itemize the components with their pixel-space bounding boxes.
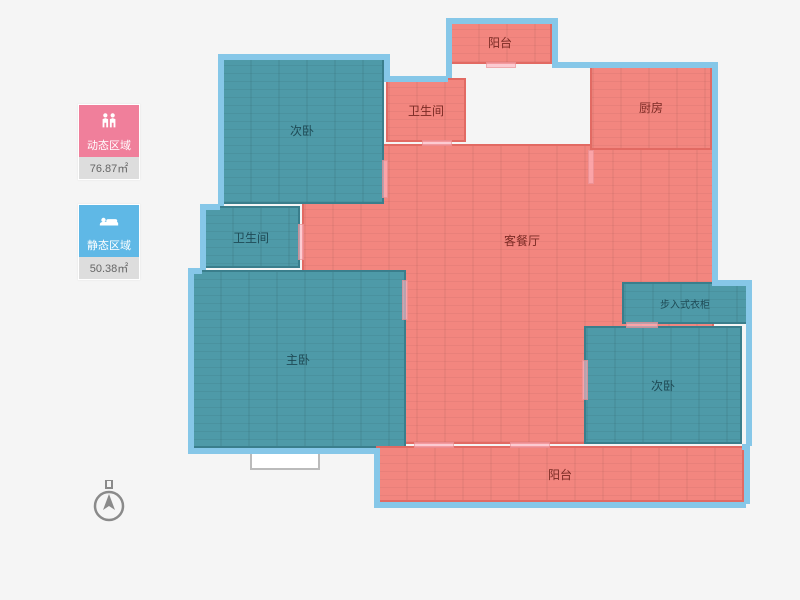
room-master: 主卧 — [190, 270, 406, 448]
room-bath_left: 卫生间 — [202, 206, 300, 268]
room-balcony_top: 阳台 — [448, 20, 552, 64]
door-6 — [626, 322, 658, 328]
room-label-bath_top: 卫生间 — [408, 102, 444, 119]
room-bedroom2_tl: 次卧 — [220, 56, 384, 204]
door-8 — [510, 442, 550, 448]
door-9 — [486, 62, 516, 68]
outer-wall-9 — [744, 444, 750, 504]
compass-icon — [92, 480, 126, 524]
door-7 — [414, 442, 454, 448]
outer-wall-15 — [552, 18, 558, 64]
room-kitchen: 厨房 — [590, 64, 712, 150]
floorplan: 客餐厅阳台厨房卫生间次卧卫生间主卧步入式衣柜次卧阳台 — [190, 20, 770, 560]
room-label-bedroom2_tl: 次卧 — [290, 122, 314, 139]
outer-wall-8 — [374, 502, 746, 508]
legend-static-title: 静态区域 — [79, 235, 139, 257]
room-label-bedroom2_br: 次卧 — [651, 377, 675, 394]
room-label-living: 客餐厅 — [504, 232, 540, 249]
door-5 — [582, 360, 588, 400]
sleep-icon — [79, 205, 139, 235]
room-label-balcony_top: 阳台 — [488, 34, 512, 51]
legend-static: 静态区域 50.38㎡ — [78, 204, 140, 280]
room-label-kitchen: 厨房 — [639, 99, 663, 116]
room-bath_top: 卫生间 — [386, 78, 466, 142]
legend-dynamic-title: 动态区域 — [79, 135, 139, 157]
people-icon — [79, 105, 139, 135]
door-0 — [382, 160, 388, 198]
outer-wall-18 — [446, 62, 452, 78]
door-2 — [588, 150, 594, 184]
room-label-bath_left: 卫生间 — [233, 229, 269, 246]
door-1 — [422, 140, 452, 146]
balcony-ledge — [250, 452, 320, 470]
outer-wall-21 — [552, 62, 590, 68]
room-label-balcony_bot: 阳台 — [548, 466, 572, 483]
door-4 — [402, 280, 408, 320]
legend: 动态区域 76.87㎡ 静态区域 50.38㎡ — [78, 104, 140, 304]
room-label-master: 主卧 — [286, 351, 310, 368]
room-bedroom2_br: 次卧 — [584, 326, 742, 444]
legend-static-value: 50.38㎡ — [79, 257, 139, 279]
legend-dynamic: 动态区域 76.87㎡ — [78, 104, 140, 180]
outer-wall-20 — [384, 54, 390, 78]
room-closet: 步入式衣柜 — [622, 282, 748, 324]
room-balcony_bot: 阳台 — [376, 446, 744, 502]
door-3 — [298, 224, 304, 260]
legend-dynamic-value: 76.87㎡ — [79, 157, 139, 179]
room-label-closet: 步入式衣柜 — [660, 296, 710, 311]
